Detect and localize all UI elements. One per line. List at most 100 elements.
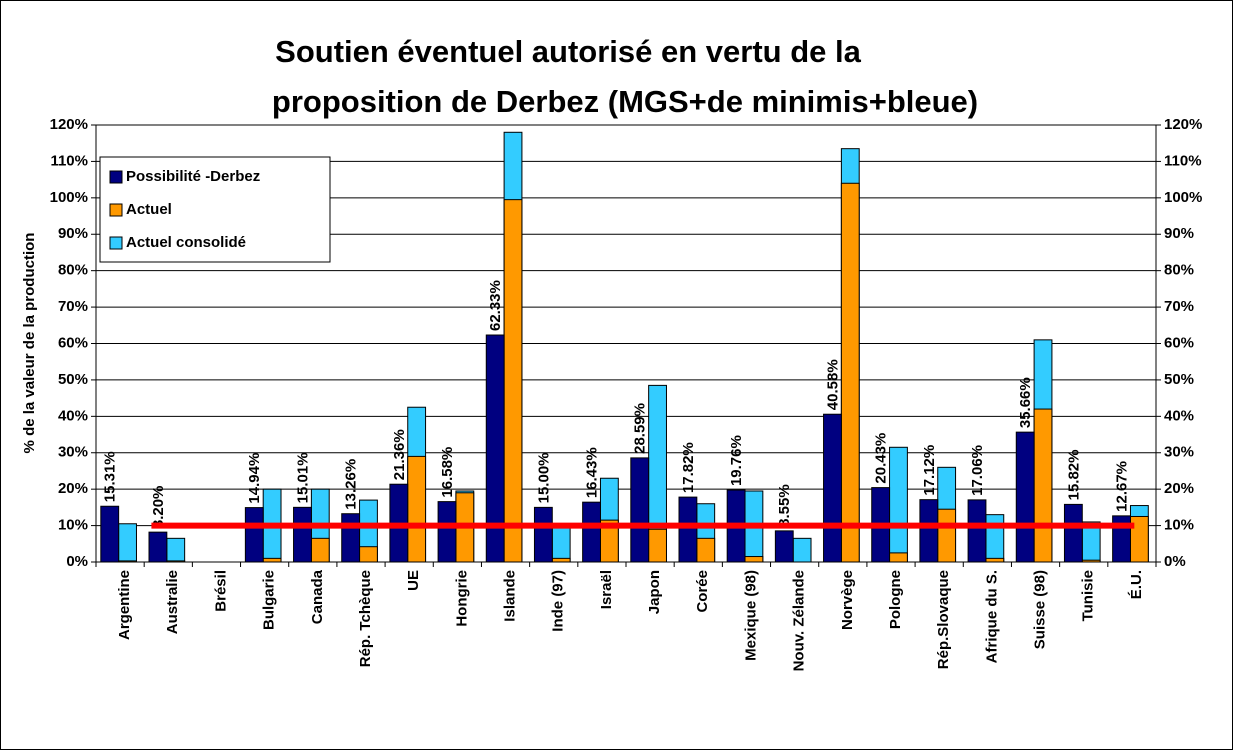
x-tick-label: Afrique du S. — [983, 570, 1000, 663]
bar — [100, 505, 120, 563]
x-tick-label: Bulgarie — [261, 570, 278, 630]
bar — [678, 496, 698, 563]
data-label: 15.82% — [1065, 450, 1082, 501]
bar — [967, 499, 987, 563]
x-tick-label: Tunisie — [1080, 570, 1097, 621]
bar — [1033, 408, 1053, 563]
x-tick-label: Canada — [309, 569, 326, 624]
x-tick-label: Australie — [164, 570, 181, 634]
bar — [551, 557, 571, 563]
y-tick-label: 80% — [58, 262, 88, 279]
data-label: 16.58% — [439, 447, 456, 498]
data-label: 17.12% — [921, 445, 938, 496]
bar — [166, 537, 186, 563]
y-tick-label: 30% — [58, 444, 88, 461]
bar — [262, 557, 282, 563]
x-tick-label: Corée — [694, 570, 711, 613]
bar — [341, 513, 361, 563]
bar — [696, 537, 716, 563]
y-tick-label: 70% — [58, 298, 88, 315]
bar — [407, 455, 427, 563]
y2-tick-label: 40% — [1164, 407, 1194, 424]
y2-tick-label: 120% — [1164, 116, 1202, 133]
x-tick-label: Norvège — [839, 570, 856, 630]
y2-tick-label: 110% — [1164, 152, 1202, 169]
bar — [1063, 503, 1083, 563]
bar — [792, 537, 812, 563]
bar — [551, 525, 571, 563]
legend-swatch — [109, 203, 123, 217]
data-label: 20.43% — [873, 433, 890, 484]
bar — [1081, 559, 1101, 563]
data-label: 40.58% — [824, 359, 841, 410]
y-tick-label: 10% — [58, 517, 88, 534]
y2-tick-label: 0% — [1164, 553, 1186, 570]
data-label: 35.66% — [1017, 377, 1034, 428]
y2-tick-label: 100% — [1164, 189, 1202, 206]
bar — [118, 560, 137, 563]
bar — [985, 557, 1005, 563]
bar — [889, 446, 908, 563]
bar — [919, 499, 939, 563]
bar — [774, 530, 794, 563]
bar — [630, 457, 650, 563]
x-tick-label: Suisse (98) — [1032, 570, 1049, 649]
y2-tick-label: 70% — [1164, 298, 1194, 315]
data-label: 15.31% — [102, 451, 119, 502]
data-label: 17.06% — [969, 445, 986, 496]
legend-box — [99, 156, 331, 263]
y2-tick-label: 90% — [1164, 225, 1194, 242]
y-tick-label: 60% — [58, 334, 88, 351]
x-tick-label: É.U. — [1128, 570, 1145, 599]
y2-tick-label: 30% — [1164, 444, 1194, 461]
y2-tick-label: 20% — [1164, 480, 1194, 497]
x-tick-label: Argentine — [116, 570, 133, 640]
x-tick-label: UE — [405, 570, 422, 591]
bar — [823, 413, 842, 563]
bar — [148, 531, 168, 563]
x-tick-label: Hongrie — [453, 570, 470, 627]
bar — [985, 514, 1005, 563]
y-tick-label: 100% — [50, 189, 88, 206]
legend-swatch — [109, 236, 123, 250]
x-tick-label: Japon — [646, 570, 663, 614]
bar — [744, 556, 764, 563]
y-tick-label: 110% — [50, 152, 88, 169]
bar — [889, 552, 908, 563]
data-label: 15.01% — [294, 452, 311, 503]
y-tick-label: 40% — [58, 407, 88, 424]
bar — [582, 501, 601, 563]
data-label: 15.00% — [535, 453, 552, 504]
bar — [118, 523, 137, 563]
bar — [503, 199, 523, 563]
y2-tick-label: 80% — [1164, 262, 1194, 279]
bar — [310, 537, 330, 563]
data-label: 16.43% — [584, 447, 601, 498]
bar — [840, 182, 860, 563]
x-tick-label: Mexique (98) — [742, 570, 759, 661]
x-tick-label: Islande — [502, 570, 519, 622]
y-tick-label: 50% — [58, 371, 88, 388]
legend-swatch — [109, 170, 123, 184]
y2-tick-label: 60% — [1164, 334, 1194, 351]
chart-title: proposition de Derbez (MGS+de minimis+bl… — [272, 84, 978, 119]
x-tick-label: Inde (97) — [550, 570, 567, 632]
bar — [533, 506, 553, 563]
bar — [1015, 431, 1035, 563]
x-tick-label: Pologne — [887, 570, 904, 629]
x-tick-label: Israël — [598, 570, 615, 609]
y-tick-label: 120% — [50, 116, 88, 133]
data-label: 21.36% — [391, 429, 408, 480]
data-label: 12.67% — [1114, 461, 1131, 512]
bar — [293, 506, 312, 563]
y2-tick-label: 10% — [1164, 517, 1194, 534]
x-tick-label: Nouv. Zélande — [791, 570, 808, 671]
legend-label: Actuel — [126, 201, 172, 218]
data-label: 8.20% — [150, 486, 167, 529]
x-tick-label: Rép.Slovaque — [935, 570, 952, 669]
y-axis-label: % de la valeur de la production — [21, 233, 38, 454]
bar — [937, 508, 957, 563]
y-tick-label: 0% — [66, 553, 88, 570]
data-label: 62.33% — [487, 280, 504, 331]
x-tick-label: Rép. Tchèque — [357, 570, 374, 667]
